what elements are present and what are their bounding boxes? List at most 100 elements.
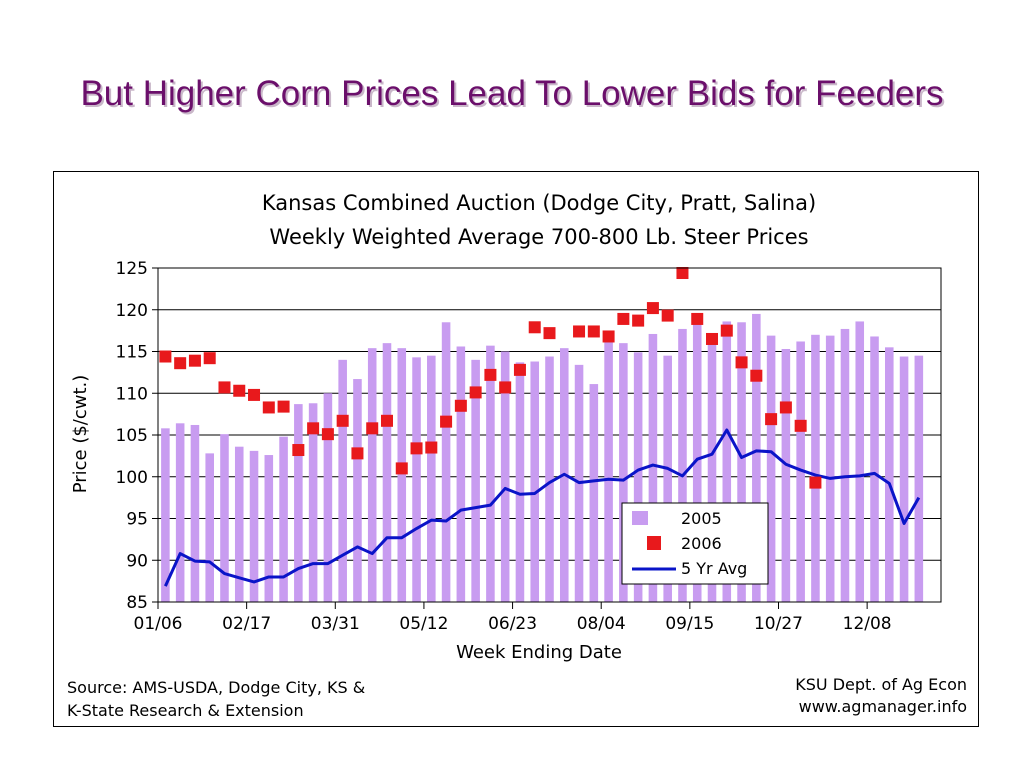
x-tick-label: 10/27 <box>754 614 803 634</box>
legend-label-2006: 2006 <box>681 534 722 553</box>
marker-2006 <box>794 419 807 432</box>
marker-2006 <box>779 401 792 414</box>
bar-2005 <box>545 356 554 602</box>
bar-2005 <box>397 348 407 602</box>
bar-2005 <box>707 334 717 602</box>
bar-2005 <box>205 453 214 602</box>
x-tick-label: 03/31 <box>311 614 360 634</box>
x-tick-label: 02/17 <box>222 614 271 634</box>
legend-label-2005: 2005 <box>681 509 722 528</box>
marker-2006 <box>174 357 187 370</box>
axis-layer: 85 90 95 100 105 110 115 120 125 01/06 02/17 03/31 0… <box>116 259 942 634</box>
marker-2006 <box>233 384 246 397</box>
marker-2006 <box>262 401 275 414</box>
x-tick-label: 06/23 <box>488 614 537 634</box>
marker-2006 <box>513 363 526 376</box>
marker-2006 <box>720 324 733 337</box>
legend-label-5yr-avg: 5 Yr Avg <box>681 559 747 578</box>
bar-2005 <box>678 328 687 602</box>
y-tick-label: 95 <box>126 510 148 530</box>
marker-2006 <box>395 462 408 475</box>
bar-2005 <box>486 345 495 602</box>
bar-2005 <box>249 450 259 602</box>
bar-2005 <box>633 352 643 602</box>
x-tick-label: 12/08 <box>843 614 892 634</box>
bar-2005 <box>515 362 525 602</box>
y-tick-label: 120 <box>116 301 148 321</box>
marker-2006 <box>410 442 423 455</box>
marker-2006 <box>499 381 512 394</box>
source-line-2: K-State Research & Extension <box>67 701 304 720</box>
bar-2005 <box>752 313 761 602</box>
bar-2005 <box>338 359 347 602</box>
marker-2006 <box>248 388 261 401</box>
bar-2005 <box>308 403 318 602</box>
marker-2006 <box>425 441 438 454</box>
marker-2006 <box>573 325 586 338</box>
chart-subtitle: Weekly Weighted Average 700-800 Lb. Stee… <box>269 225 808 249</box>
bar-2005 <box>899 356 909 602</box>
marker-2006 <box>587 325 600 338</box>
marker-2006 <box>469 386 482 399</box>
source-line-1: Source: AMS-USDA, Dodge City, KS & <box>67 678 366 697</box>
x-tick-label: 09/15 <box>665 614 714 634</box>
y-tick-label: 100 <box>116 468 148 488</box>
legend-swatch-2006 <box>647 536 661 550</box>
marker-2006 <box>543 327 556 340</box>
y-tick-label: 90 <box>126 551 148 571</box>
bar-2005 <box>264 455 274 602</box>
marker-2006 <box>188 354 201 367</box>
bar-2005 <box>619 343 628 602</box>
chart-legend: 2005 2006 5 Yr Avg <box>621 502 769 585</box>
bar-2005 <box>781 348 791 602</box>
bar-2005 <box>412 357 421 602</box>
chart-svg: Kansas Combined Auction (Dodge City, Pra… <box>70 191 942 663</box>
marker-layer <box>159 267 822 489</box>
credit-note: KSU Dept. of Ag Econ www.agmanager.info <box>795 674 967 718</box>
marker-2006 <box>366 422 379 435</box>
bar-2005 <box>737 322 746 602</box>
y-tick-label: 85 <box>126 593 148 613</box>
line-5yr-avg <box>164 428 921 587</box>
x-tick-label: 01/06 <box>134 614 183 634</box>
bar-2005 <box>353 379 362 602</box>
bar-2005 <box>885 347 894 602</box>
chart-frame: Kansas Combined Auction (Dodge City, Pra… <box>53 171 979 727</box>
y-tick-label: 110 <box>116 384 148 404</box>
bar-2005 <box>589 384 599 602</box>
y-tick-label: 115 <box>116 343 148 363</box>
bar-2005 <box>382 343 392 602</box>
x-axis-title: Week Ending Date <box>456 642 622 663</box>
bar-2005 <box>294 404 303 602</box>
bar-2005 <box>441 322 451 602</box>
marker-2006 <box>661 309 674 322</box>
legend-swatch-2005 <box>632 511 648 525</box>
marker-2006 <box>484 368 497 381</box>
marker-2006 <box>292 444 305 457</box>
bar-2005 <box>367 348 377 602</box>
bar-2005 <box>825 335 835 602</box>
bar-2005 <box>427 355 436 602</box>
credit-line-2: www.agmanager.info <box>798 697 967 716</box>
bar-2005 <box>855 321 865 602</box>
bar-2005 <box>870 336 879 602</box>
marker-2006 <box>809 476 822 489</box>
marker-2006 <box>454 399 467 412</box>
bar-2005 <box>796 341 805 602</box>
credit-line-1: KSU Dept. of Ag Econ <box>795 675 967 694</box>
marker-2006 <box>277 400 290 413</box>
marker-2006 <box>380 414 393 427</box>
bar-2005 <box>471 359 480 602</box>
marker-2006 <box>632 314 645 327</box>
slide-title: But Higher Corn Prices Lead To Lower Bid… <box>80 74 944 113</box>
line-layer <box>164 428 921 587</box>
marker-2006 <box>307 422 320 435</box>
bar-2005 <box>161 428 170 602</box>
x-tick-label: 05/12 <box>399 614 448 634</box>
marker-2006 <box>336 414 349 427</box>
bar-2005 <box>456 346 466 602</box>
bar-2005 <box>722 321 732 602</box>
bar-2005 <box>692 323 702 602</box>
bar-2005 <box>190 424 200 602</box>
bar-2005 <box>604 339 613 602</box>
